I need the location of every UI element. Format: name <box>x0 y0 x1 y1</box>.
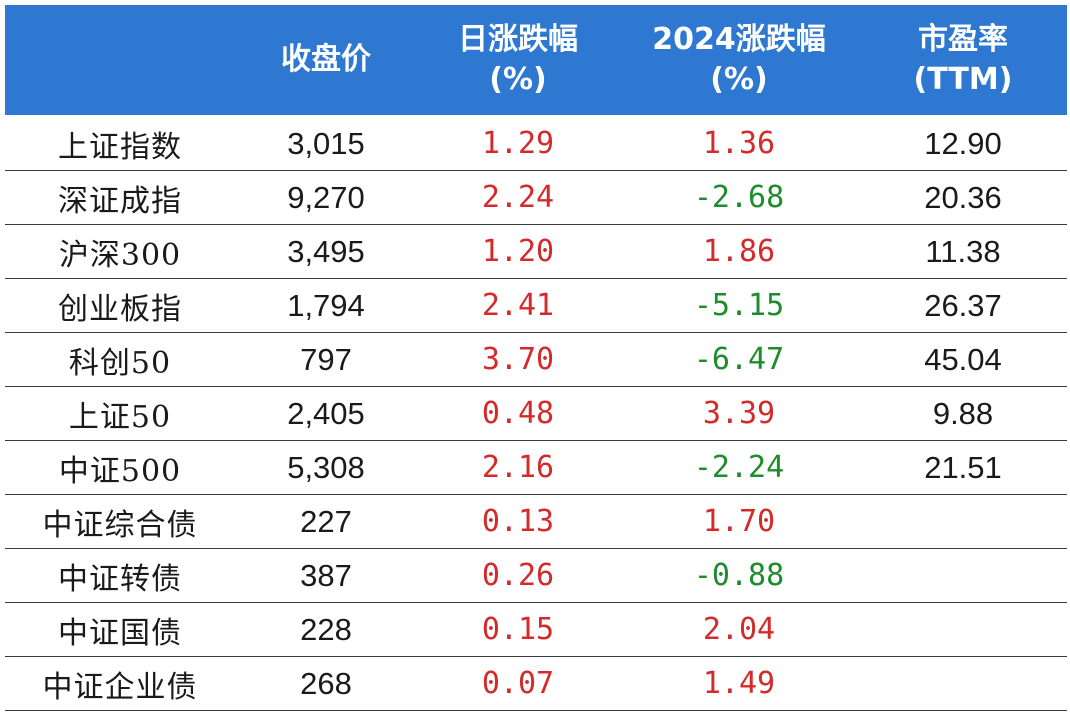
pe-ttm-cell: 9.88 <box>859 386 1067 441</box>
table-row: 中证企业债 268 0.07 1.49 <box>5 656 1067 711</box>
market-index-table-container: 收盘价 日涨跌幅 (%) 2024涨跌幅 (%) 市盈率 (TTM) 上证指数 3… <box>5 5 1067 717</box>
table-row: 深证成指 9,270 2.24 -2.68 20.36 <box>5 170 1067 225</box>
header-name <box>5 5 235 116</box>
table-row: 中证500 5,308 2.16 -2.24 21.51 <box>5 440 1067 495</box>
ytd-change-cell: -2.68 <box>619 170 859 225</box>
index-name-cell: 中证500 <box>5 440 235 495</box>
day-change-cell: 2.16 <box>417 440 619 495</box>
header-day-change-unit: (%) <box>489 62 547 97</box>
pe-ttm-cell: 12.90 <box>859 115 1067 171</box>
day-change-cell: 2.41 <box>417 278 619 333</box>
market-index-table: 收盘价 日涨跌幅 (%) 2024涨跌幅 (%) 市盈率 (TTM) 上证指数 3… <box>5 5 1067 711</box>
table-row: 沪深300 3,495 1.20 1.86 11.38 <box>5 224 1067 279</box>
day-change-cell: 0.26 <box>417 548 619 603</box>
pe-ttm-cell <box>859 494 1067 549</box>
close-price-cell: 227 <box>235 494 417 549</box>
pe-ttm-cell: 26.37 <box>859 278 1067 333</box>
close-price-cell: 3,015 <box>235 115 417 171</box>
header-pe-unit: (TTM) <box>913 62 1013 97</box>
header-day-change: 日涨跌幅 (%) <box>417 5 619 116</box>
day-change-cell: 0.07 <box>417 656 619 711</box>
index-name-cell: 沪深300 <box>5 224 235 279</box>
ytd-change-cell: 1.70 <box>619 494 859 549</box>
header-close-label: 收盘价 <box>281 42 371 77</box>
day-change-cell: 0.15 <box>417 602 619 657</box>
day-change-cell: 3.70 <box>417 332 619 387</box>
ytd-change-cell: 1.36 <box>619 115 859 171</box>
close-price-cell: 3,495 <box>235 224 417 279</box>
pe-ttm-cell: 21.51 <box>859 440 1067 495</box>
index-name-cell: 创业板指 <box>5 278 235 333</box>
pe-ttm-cell <box>859 548 1067 603</box>
table-row: 创业板指 1,794 2.41 -5.15 26.37 <box>5 278 1067 333</box>
pe-ttm-cell: 11.38 <box>859 224 1067 279</box>
index-name-cell: 中证国债 <box>5 602 235 657</box>
table-row: 中证转债 387 0.26 -0.88 <box>5 548 1067 603</box>
header-pe: 市盈率 (TTM) <box>859 5 1067 116</box>
ytd-change-cell: 1.49 <box>619 656 859 711</box>
index-name-cell: 中证企业债 <box>5 656 235 711</box>
day-change-cell: 0.48 <box>417 386 619 441</box>
close-price-cell: 228 <box>235 602 417 657</box>
table-row: 上证50 2,405 0.48 3.39 9.88 <box>5 386 1067 441</box>
table-row: 上证指数 3,015 1.29 1.36 12.90 <box>5 115 1067 171</box>
header-ytd-change: 2024涨跌幅 (%) <box>619 5 859 116</box>
table-body: 上证指数 3,015 1.29 1.36 12.90 深证成指 9,270 2.24 -2.68… <box>5 115 1067 711</box>
header-day-change-label: 日涨跌幅 <box>458 22 578 57</box>
day-change-cell: 1.29 <box>417 115 619 171</box>
pe-ttm-cell <box>859 656 1067 711</box>
header-ytd-change-unit: (%) <box>710 62 768 97</box>
header-pe-label: 市盈率 <box>918 22 1008 57</box>
table-row: 科创50 797 3.70 -6.47 45.04 <box>5 332 1067 387</box>
pe-ttm-cell: 45.04 <box>859 332 1067 387</box>
day-change-cell: 2.24 <box>417 170 619 225</box>
index-name-cell: 科创50 <box>5 332 235 387</box>
close-price-cell: 387 <box>235 548 417 603</box>
pe-ttm-cell <box>859 602 1067 657</box>
index-name-cell: 上证指数 <box>5 115 235 171</box>
ytd-change-cell: 1.86 <box>619 224 859 279</box>
day-change-cell: 1.20 <box>417 224 619 279</box>
close-price-cell: 5,308 <box>235 440 417 495</box>
table-row: 中证国债 228 0.15 2.04 <box>5 602 1067 657</box>
close-price-cell: 9,270 <box>235 170 417 225</box>
index-name-cell: 中证综合债 <box>5 494 235 549</box>
close-price-cell: 797 <box>235 332 417 387</box>
index-name-cell: 上证50 <box>5 386 235 441</box>
index-name-cell: 中证转债 <box>5 548 235 603</box>
close-price-cell: 268 <box>235 656 417 711</box>
day-change-cell: 0.13 <box>417 494 619 549</box>
pe-ttm-cell: 20.36 <box>859 170 1067 225</box>
ytd-change-cell: -0.88 <box>619 548 859 603</box>
header-close: 收盘价 <box>235 5 417 116</box>
table-header: 收盘价 日涨跌幅 (%) 2024涨跌幅 (%) 市盈率 (TTM) <box>5 5 1067 116</box>
ytd-change-cell: -6.47 <box>619 332 859 387</box>
close-price-cell: 2,405 <box>235 386 417 441</box>
header-ytd-change-label: 2024涨跌幅 <box>652 22 826 57</box>
ytd-change-cell: 3.39 <box>619 386 859 441</box>
ytd-change-cell: 2.04 <box>619 602 859 657</box>
close-price-cell: 1,794 <box>235 278 417 333</box>
ytd-change-cell: -5.15 <box>619 278 859 333</box>
ytd-change-cell: -2.24 <box>619 440 859 495</box>
header-row: 收盘价 日涨跌幅 (%) 2024涨跌幅 (%) 市盈率 (TTM) <box>5 5 1067 116</box>
table-row: 中证综合债 227 0.13 1.70 <box>5 494 1067 549</box>
index-name-cell: 深证成指 <box>5 170 235 225</box>
